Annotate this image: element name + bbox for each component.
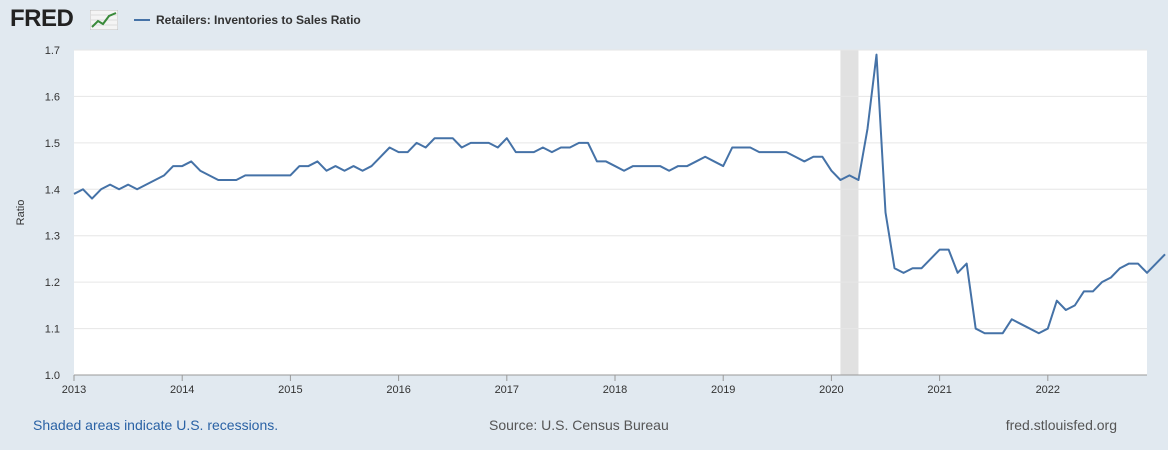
x-tick-label: 2015 bbox=[278, 384, 302, 396]
series-line bbox=[73, 53, 1166, 335]
source-credit: Source: U.S. Census Bureau bbox=[489, 417, 669, 433]
fred-logo[interactable]: FRED bbox=[10, 5, 74, 32]
y-tick-label: 1.7 bbox=[45, 45, 60, 57]
series-title[interactable]: Retailers: Inventories to Sales Ratio bbox=[156, 13, 361, 27]
plot-area bbox=[74, 50, 1147, 375]
x-tick-label: 2013 bbox=[62, 384, 86, 396]
x-tick-label: 2018 bbox=[603, 384, 627, 396]
line-chart: 1.0 1.1 1.2 1.3 1.4 1.5 1.6 1.7 2013 2014 2015 2016… bbox=[15, 45, 1166, 396]
y-axis-title: Ratio bbox=[15, 200, 27, 226]
x-tick-label: 2022 bbox=[1036, 384, 1060, 396]
y-tick-label: 1.5 bbox=[45, 138, 60, 150]
x-tick-label: 2016 bbox=[386, 384, 410, 396]
y-tick-label: 1.2 bbox=[45, 277, 60, 289]
line-chart-icon bbox=[90, 10, 118, 30]
recession-band bbox=[840, 50, 859, 375]
y-tick-label: 1.0 bbox=[45, 370, 60, 382]
recession-note[interactable]: Shaded areas indicate U.S. recessions. bbox=[33, 417, 279, 433]
y-tick-label: 1.1 bbox=[45, 324, 60, 336]
x-tick-label: 2020 bbox=[819, 384, 843, 396]
x-tick-label: 2021 bbox=[927, 384, 951, 396]
y-tick-label: 1.6 bbox=[45, 91, 60, 103]
site-link[interactable]: fred.stlouisfed.org bbox=[1005, 417, 1117, 433]
legend-line-swatch bbox=[134, 19, 150, 21]
chart-header: FRED Retailers: Inventories to Sales Rat… bbox=[10, 6, 1160, 32]
x-tick-label: 2014 bbox=[170, 384, 194, 396]
x-tick-label: 2019 bbox=[711, 384, 735, 396]
x-tick-label: 2017 bbox=[495, 384, 519, 396]
y-tick-label: 1.4 bbox=[45, 184, 60, 196]
y-tick-label: 1.3 bbox=[45, 231, 60, 243]
